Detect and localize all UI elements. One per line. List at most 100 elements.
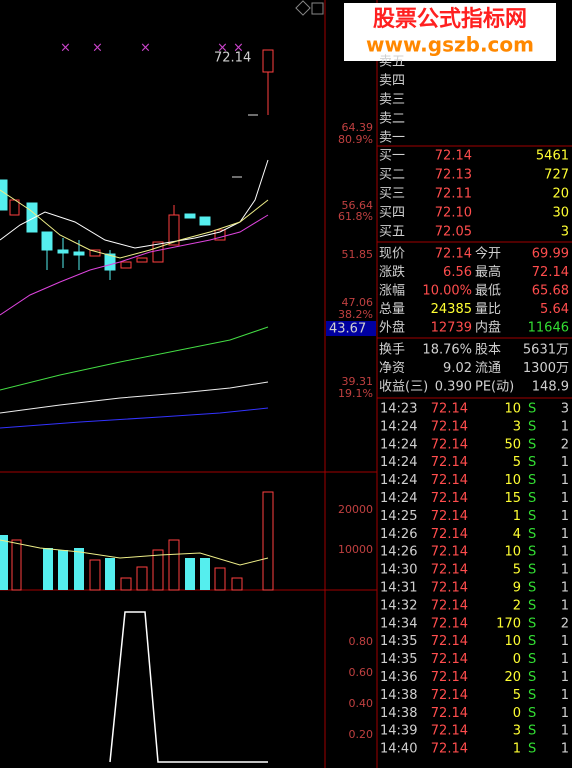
trade-price: 72.14	[431, 706, 468, 721]
trade-price: 72.14	[431, 545, 468, 560]
axis-label: 0.40	[349, 697, 374, 710]
icon[interactable]	[295, 0, 311, 16]
fund-label: 收益(三)	[379, 380, 428, 395]
icon[interactable]	[311, 2, 324, 15]
markers: × × × × ×	[60, 41, 244, 56]
trade-time: 14:38	[380, 706, 417, 721]
trade-volume: 9	[513, 581, 521, 596]
trade-price: 72.14	[431, 688, 468, 703]
axis-label: 64.39	[342, 121, 374, 134]
fund-label: 换手	[379, 343, 405, 358]
axis-label: 0.80	[349, 635, 374, 648]
axis-label: 80.9%	[338, 133, 373, 146]
quote-label: 总量	[379, 302, 405, 317]
trade-volume: 3	[513, 419, 521, 434]
trade-volume: 10	[504, 545, 521, 560]
trade-price: 72.14	[431, 616, 468, 631]
marker-box	[326, 321, 376, 336]
svg-text:×: ×	[233, 41, 244, 56]
trade-price: 72.14	[431, 724, 468, 739]
trade-volume: 5	[513, 563, 521, 578]
trade-time: 14:25	[380, 509, 417, 524]
trade-volume: 2	[513, 598, 521, 613]
fund-value: 148.9	[532, 380, 569, 395]
axis-label: 10000	[338, 543, 373, 556]
trade-side: S	[528, 598, 536, 613]
ask-label: 卖三	[379, 93, 405, 108]
quote-value: 12739	[431, 321, 472, 336]
trade-price: 72.14	[431, 563, 468, 578]
trade-volume: 10	[504, 402, 521, 417]
trade-side: S	[528, 706, 536, 721]
moving-averages	[0, 159, 269, 429]
axis-label: 61.8%	[338, 210, 373, 223]
trade-volume: 170	[496, 616, 521, 631]
bid-price: 72.14	[435, 149, 472, 164]
trade-volume: 3	[513, 724, 521, 739]
watermark-url: www.gszb.com	[366, 33, 534, 57]
trade-price: 72.14	[431, 598, 468, 613]
trade-time: 14:35	[380, 652, 417, 667]
trade-side: S	[528, 491, 536, 506]
trade-time: 14:24	[380, 455, 417, 470]
bid-label: 买五	[379, 225, 405, 240]
trade-volume: 50	[504, 437, 521, 452]
trade-side: S	[528, 581, 536, 596]
axis-label: 51.85	[342, 248, 374, 261]
trade-price: 72.14	[431, 581, 468, 596]
trade-count: 1	[561, 724, 569, 739]
trade-count: 1	[561, 598, 569, 613]
bid-volume: 20	[552, 187, 569, 202]
fund-value: 5631万	[523, 343, 569, 358]
quote-label: 量比	[475, 302, 501, 317]
quote-value: 5.64	[540, 302, 569, 317]
trade-time: 14:40	[380, 742, 417, 757]
trade-count: 1	[561, 581, 569, 596]
trade-side: S	[528, 724, 536, 739]
ask-label: 卖五	[379, 55, 405, 70]
volume-bars	[0, 491, 274, 591]
trade-count: 1	[561, 706, 569, 721]
bid-label: 买四	[379, 206, 405, 221]
trade-time: 14:31	[380, 581, 417, 596]
trade-count: 1	[561, 688, 569, 703]
trade-count: 1	[561, 545, 569, 560]
bid-price: 72.10	[435, 206, 472, 221]
quote-label: 最低	[475, 284, 501, 299]
trade-price: 72.14	[431, 402, 468, 417]
axis-label: 20000	[338, 503, 373, 516]
axis-label: 38.2%	[338, 308, 373, 321]
quote-label: 最高	[475, 264, 501, 280]
fund-label: PE(动)	[475, 380, 514, 395]
axis-label: 47.06	[342, 296, 374, 309]
trade-time: 14:30	[380, 563, 417, 578]
axis-label: 39.31	[342, 375, 374, 388]
trade-count: 1	[561, 742, 569, 757]
trade-count: 2	[561, 437, 569, 452]
last-price-label: 72.14	[214, 51, 251, 66]
quote-value: 72.14	[435, 247, 472, 262]
indicator-line	[109, 611, 268, 763]
trade-volume: 5	[513, 455, 521, 470]
trade-volume: 0	[513, 652, 521, 667]
fund-value: 9.02	[443, 361, 472, 376]
bid-volume: 30	[552, 206, 569, 221]
trade-price: 72.14	[431, 455, 468, 470]
quote-value: 69.99	[532, 247, 569, 262]
trade-count: 2	[561, 616, 569, 631]
axis-label: 0.20	[349, 728, 374, 741]
trade-count: 3	[561, 402, 569, 417]
trade-volume: 20	[504, 670, 521, 685]
trade-count: 1	[561, 419, 569, 434]
trade-time: 14:39	[380, 724, 417, 739]
candles	[0, 49, 274, 280]
quote-value: 24385	[431, 302, 472, 317]
trade-count: 1	[561, 670, 569, 685]
trade-price: 72.14	[431, 742, 468, 757]
bid-volume: 5461	[536, 149, 569, 164]
trade-count: 1	[561, 652, 569, 667]
svg-text:×: ×	[217, 41, 228, 56]
trade-price: 72.14	[431, 437, 468, 452]
